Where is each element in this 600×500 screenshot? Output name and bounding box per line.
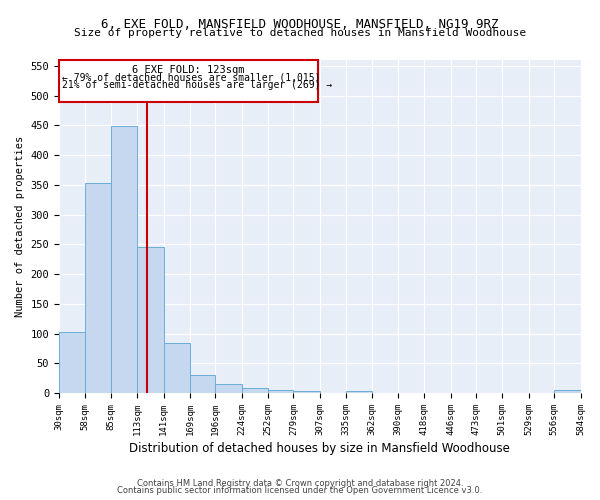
Bar [164,342,190,393]
Bar [190,375,215,393]
Text: Contains public sector information licensed under the Open Government Licence v3: Contains public sector information licen… [118,486,482,495]
Y-axis label: Number of detached properties: Number of detached properties [15,136,25,317]
Bar [346,392,371,393]
Text: 6 EXE FOLD: 123sqm: 6 EXE FOLD: 123sqm [132,65,245,75]
X-axis label: Distribution of detached houses by size in Mansfield Woodhouse: Distribution of detached houses by size … [130,442,510,455]
Bar [137,247,164,393]
Text: 6, EXE FOLD, MANSFIELD WOODHOUSE, MANSFIELD, NG19 9RZ: 6, EXE FOLD, MANSFIELD WOODHOUSE, MANSFI… [101,18,499,30]
Bar [85,182,111,393]
Text: Contains HM Land Registry data © Crown copyright and database right 2024.: Contains HM Land Registry data © Crown c… [137,478,463,488]
Bar [111,126,137,393]
Text: ← 79% of detached houses are smaller (1,015): ← 79% of detached houses are smaller (1,… [62,72,320,83]
Bar [293,392,320,393]
Bar [554,390,581,393]
Bar [59,332,85,393]
Bar [215,384,242,393]
Bar [268,390,293,393]
Text: 21% of semi-detached houses are larger (269) →: 21% of semi-detached houses are larger (… [62,80,332,90]
Bar [59,60,318,102]
Bar [242,388,268,393]
Text: Size of property relative to detached houses in Mansfield Woodhouse: Size of property relative to detached ho… [74,28,526,38]
